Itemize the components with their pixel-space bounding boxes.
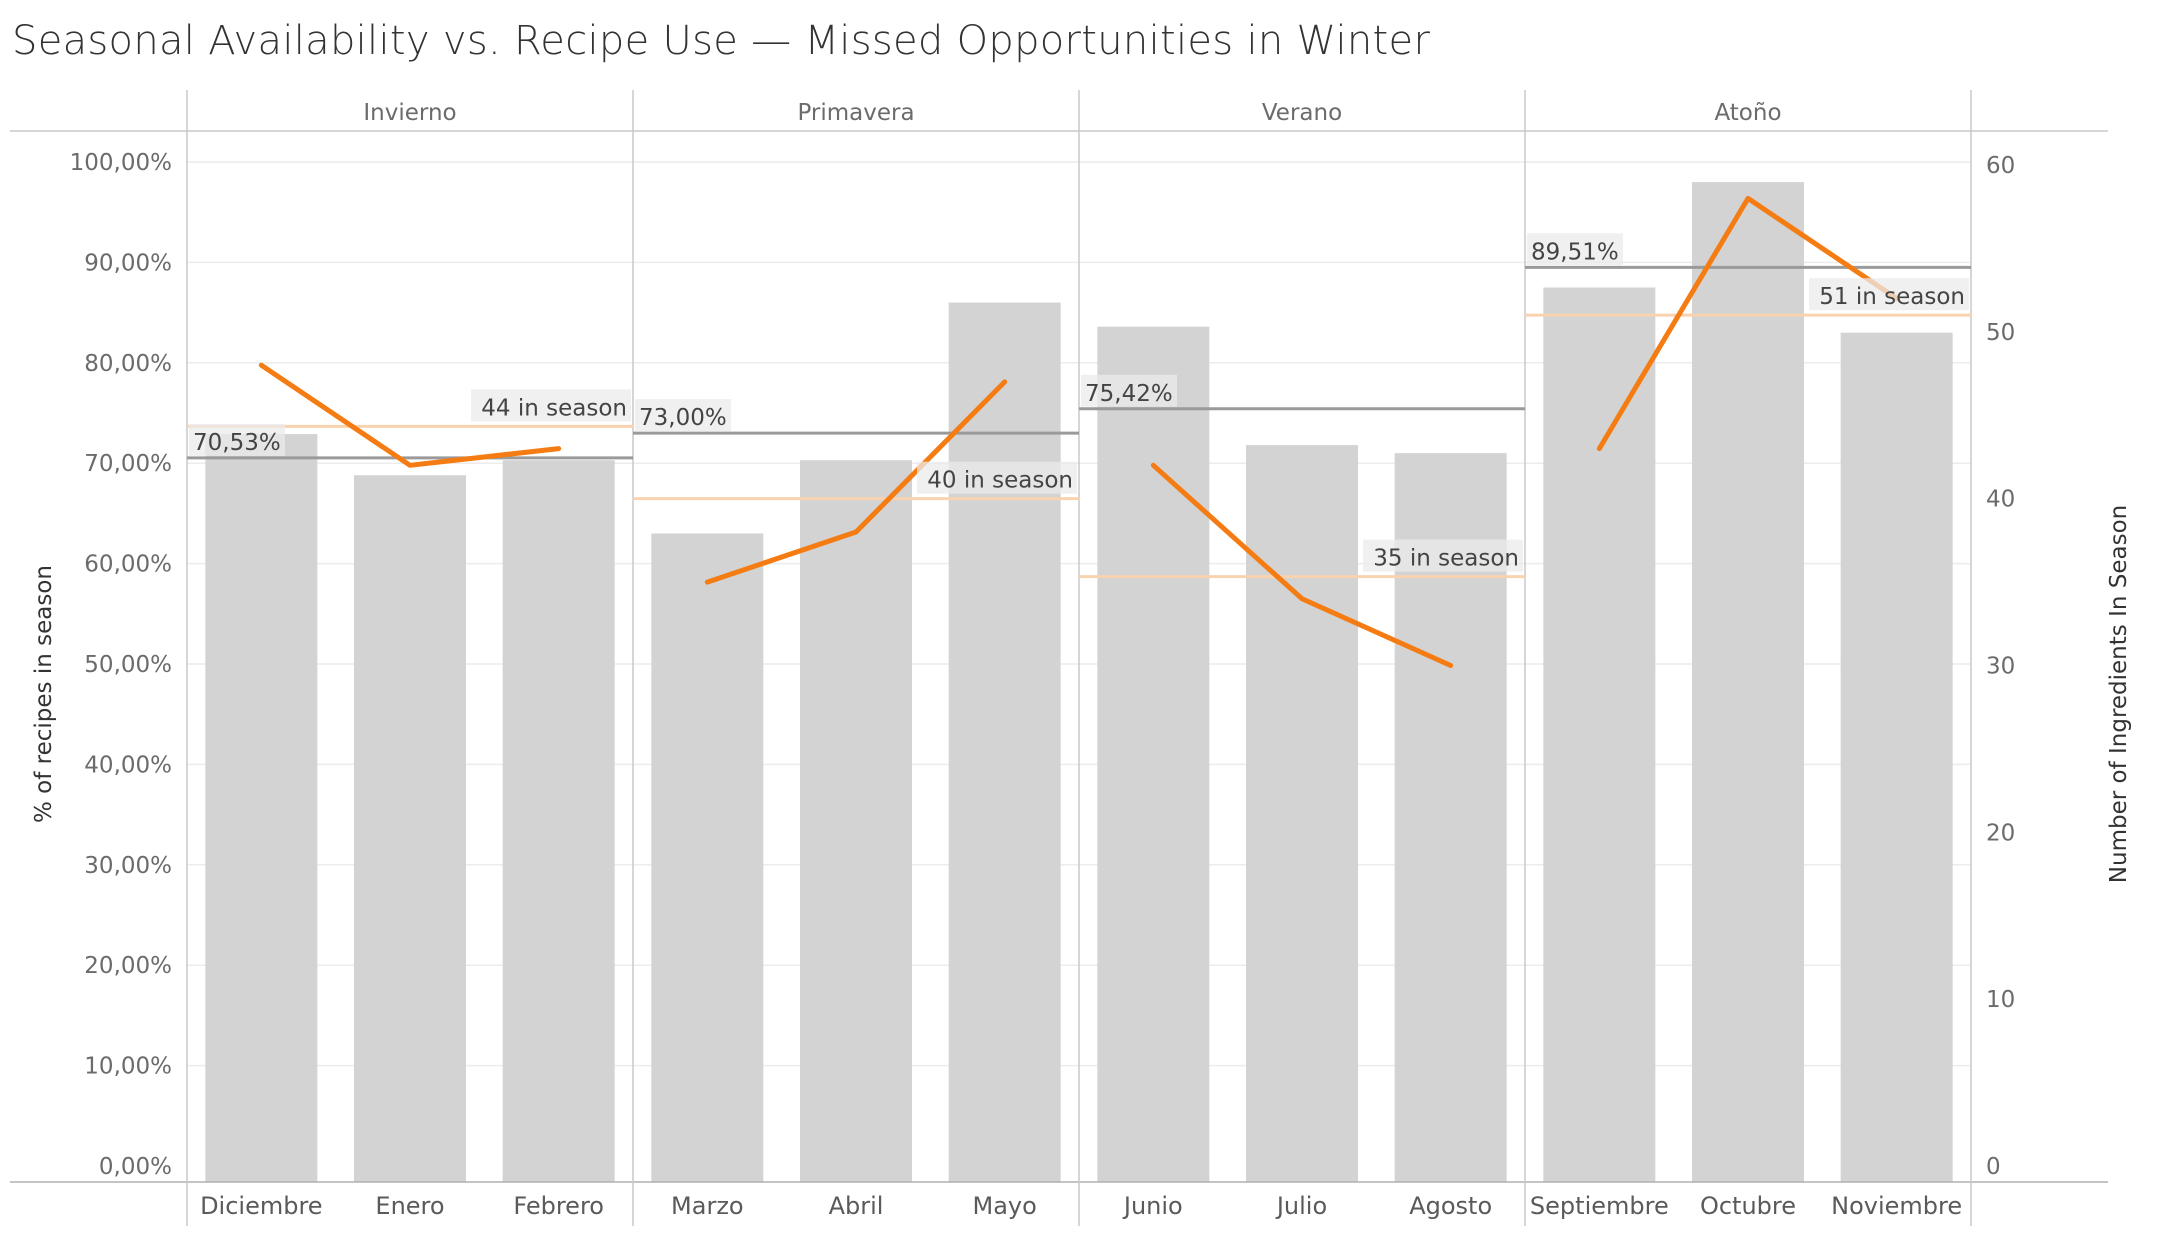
season-header: Primavera xyxy=(797,100,914,126)
y2-axis-title: Number of Ingredients In Season xyxy=(2106,505,2132,883)
y-tick-label: 100,00% xyxy=(70,150,172,176)
month-label: Junio xyxy=(1122,1192,1183,1220)
season-header: Verano xyxy=(1262,100,1342,126)
y-tick-label: 70,00% xyxy=(84,451,172,477)
y-tick-label: 90,00% xyxy=(84,250,172,276)
y-tick-label: 50,00% xyxy=(84,652,172,678)
month-label: Abril xyxy=(829,1192,884,1220)
y-tick-label: 20,00% xyxy=(84,953,172,979)
bar xyxy=(1246,445,1358,1182)
y2-tick-label: 30 xyxy=(1986,654,2015,680)
ingredients-line xyxy=(1596,195,1900,452)
panel-dividers xyxy=(10,90,2108,1226)
avg-ingredients-label: 44 in season xyxy=(481,395,627,421)
chart-title: Seasonal Availability vs. Recipe Use — M… xyxy=(12,18,1431,64)
bar xyxy=(1840,332,1953,1182)
bar xyxy=(651,533,764,1182)
month-label: Marzo xyxy=(671,1192,744,1220)
y-axis-title: % of recipes in season xyxy=(31,565,57,823)
avg-pct-label-bg xyxy=(1527,233,1623,266)
avg-ingredients-label: 51 in season xyxy=(1819,284,1965,310)
y-tick-label: 40,00% xyxy=(84,752,172,778)
avg-ingredients-label-bg xyxy=(1809,278,1969,311)
avg-ingredients-label: 40 in season xyxy=(927,468,1073,494)
avg-ingredients-label-bg xyxy=(917,461,1077,494)
month-label: Octubre xyxy=(1700,1192,1796,1220)
month-label: Julio xyxy=(1275,1192,1327,1220)
avg-pct-label: 75,42% xyxy=(1085,381,1173,407)
month-label: Noviembre xyxy=(1831,1192,1962,1220)
ingredient-lines xyxy=(258,195,1900,668)
avg-pct-label-bg xyxy=(1081,374,1177,407)
y-tick-label: 0,00% xyxy=(99,1154,172,1180)
avg-ingredients-label-bg xyxy=(471,389,631,422)
y2-tick-label: 60 xyxy=(1986,153,2015,179)
avg-pct-label-bg xyxy=(189,423,285,456)
reference-lines xyxy=(187,265,1971,579)
avg-pct-label: 70,53% xyxy=(193,430,281,456)
y2-tick-label: 0 xyxy=(1986,1154,2001,1180)
bar xyxy=(1692,182,1804,1182)
month-label: Mayo xyxy=(973,1192,1037,1220)
avg-pct-label-bg xyxy=(635,399,731,432)
ingredients-line xyxy=(1150,462,1454,668)
ingredients-line xyxy=(704,379,1008,585)
bar xyxy=(205,434,318,1183)
y-tick-label: 80,00% xyxy=(84,351,172,377)
month-label: Agosto xyxy=(1409,1192,1492,1220)
bar xyxy=(800,460,912,1182)
y2-tick-label: 10 xyxy=(1986,987,2015,1013)
bar xyxy=(1097,326,1210,1182)
y-tick-label: 10,00% xyxy=(84,1054,172,1080)
month-label: Septiembre xyxy=(1530,1192,1669,1220)
y-tick-label: 60,00% xyxy=(84,552,172,578)
y2-tick-label: 20 xyxy=(1986,820,2015,846)
y2-tick-label: 50 xyxy=(1986,320,2015,346)
month-label: Enero xyxy=(375,1192,444,1220)
avg-ingredients-label: 35 in season xyxy=(1373,546,1519,572)
bar xyxy=(1543,287,1656,1182)
bars-layer xyxy=(205,182,1953,1183)
bar xyxy=(1394,453,1507,1182)
labels-layer: 0,00% 10,00% 20,00% 30,00% 40,00% 50,00% 60,00… xyxy=(31,100,2132,1220)
month-label: Diciembre xyxy=(200,1192,323,1220)
month-label: Febrero xyxy=(513,1192,604,1220)
season-header: Invierno xyxy=(363,100,456,126)
avg-pct-label: 73,00% xyxy=(639,405,727,431)
y2-tick-label: 40 xyxy=(1986,487,2015,513)
ingredients-line xyxy=(258,362,562,468)
bar xyxy=(948,302,1061,1182)
y-tick-label: 30,00% xyxy=(84,853,172,879)
bar xyxy=(354,475,466,1182)
avg-pct-label: 89,51% xyxy=(1531,239,1619,265)
bar xyxy=(502,460,615,1182)
season-header: Atoño xyxy=(1714,100,1781,126)
avg-ingredients-label-bg xyxy=(1363,539,1523,572)
